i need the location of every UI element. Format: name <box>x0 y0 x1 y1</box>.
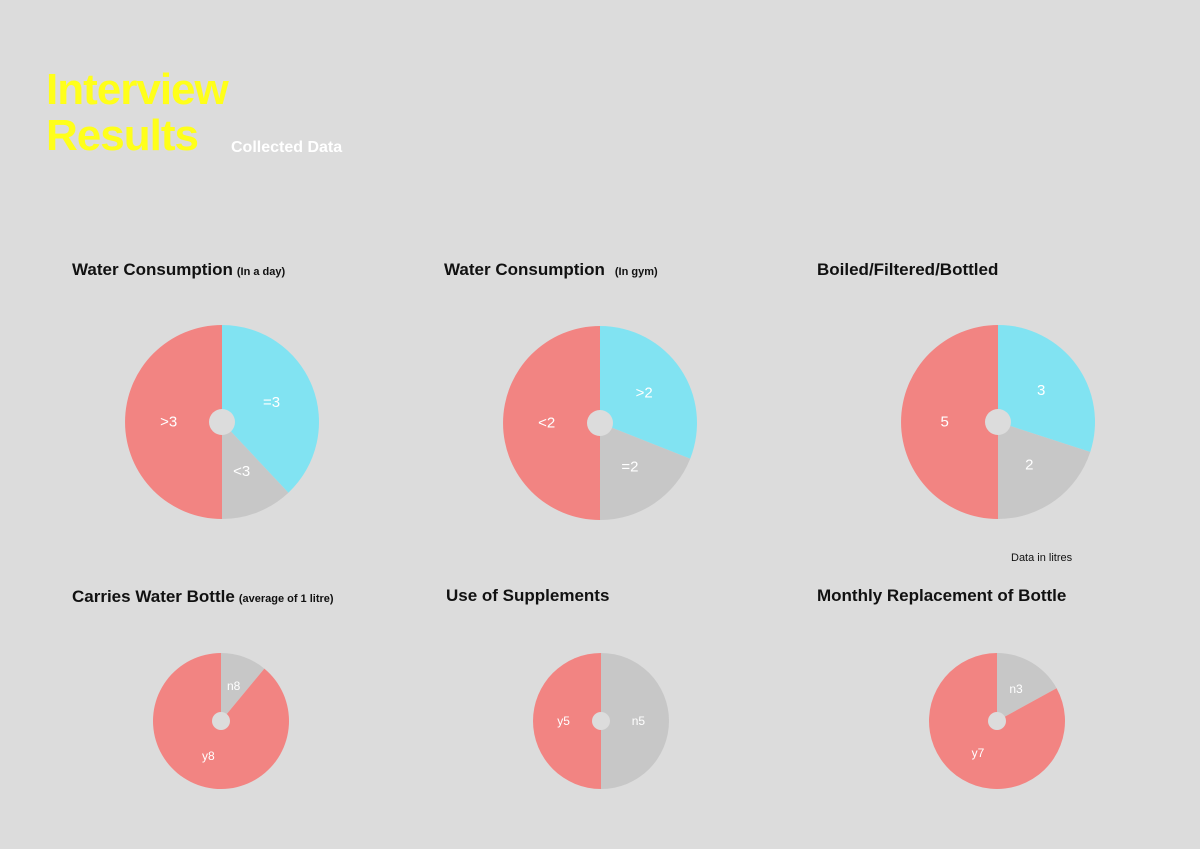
pie-slice-label: >3 <box>160 414 177 431</box>
chart-title-bottle-replacement: Monthly Replacement of Bottle <box>817 586 1066 606</box>
pie-slice-label: 5 <box>940 414 948 431</box>
units-note: Data in litres <box>1011 552 1073 564</box>
pie-chart-boiled-filtered-bottled: 3 2 5 <box>901 325 1095 519</box>
pie-slice-label: n8 <box>227 679 241 693</box>
pie-center-hole <box>212 712 230 730</box>
pie-slice-label: 3 <box>1037 382 1045 399</box>
pie-slice-2 <box>600 423 691 520</box>
pie-slice-3 <box>125 325 222 519</box>
pie-slice-label: 2 <box>1025 457 1033 474</box>
chart-subtitle-text: (In gym) <box>614 266 658 278</box>
chart-subtitle-text: (average of 1 litre) <box>238 593 334 605</box>
pie-chart-water-gym: >2 =2 <2 <box>503 326 697 520</box>
chart-title-water-day: Water Consumption (In a day) <box>72 260 285 280</box>
pie-slice-y5 <box>533 653 601 789</box>
pie-slice-label: <3 <box>233 463 250 480</box>
chart-title-supplements: Use of Supplements <box>446 586 609 606</box>
pie-slice-label: >2 <box>636 385 653 402</box>
pie-slice-n5 <box>601 653 669 789</box>
pie-center-hole <box>988 712 1006 730</box>
chart-title-boiled-filtered-bottled: Boiled/Filtered/Bottled <box>817 260 998 280</box>
pie-chart-carries-bottle: n8 y8 <box>152 653 289 789</box>
chart-title-text: Boiled/Filtered/Bottled <box>817 260 999 279</box>
chart-title-text: Carries Water Bottle <box>72 587 235 606</box>
chart-title-water-gym: Water Consumption (In gym) <box>444 260 658 280</box>
pie-slice-2 <box>600 326 697 459</box>
pie-center-hole <box>985 409 1011 435</box>
chart-title-text: Water Consumption <box>72 260 233 279</box>
pie-slice-n8 <box>221 653 265 721</box>
pie-chart-water-day: =3 <3 >3 <box>125 325 319 519</box>
pie-chart-bottle-replacement: n3 y7 <box>929 653 1065 789</box>
pie-slice-5 <box>901 325 998 519</box>
pie-slice-label: =2 <box>621 459 638 476</box>
pie-slice-label: y8 <box>202 749 215 763</box>
pie-center-hole <box>587 410 613 436</box>
pie-slice-2 <box>503 326 600 520</box>
page-subtitle: Collected Data <box>231 139 343 156</box>
chart-title-carries-bottle: Carries Water Bottle (average of 1 litre) <box>72 587 334 607</box>
chart-title-text: Water Consumption <box>444 260 605 279</box>
pie-slice-label: n5 <box>632 714 646 728</box>
chart-title-text: Use of Supplements <box>446 586 610 605</box>
page-title-line-1: Interview <box>46 65 229 114</box>
pie-slice-2 <box>998 422 1091 519</box>
chart-title-text: Monthly Replacement of Bottle <box>817 586 1067 605</box>
chart-subtitle-text: (In a day) <box>236 266 286 278</box>
pie-center-hole <box>209 409 235 435</box>
pie-chart-supplements: n5 y5 <box>533 653 669 789</box>
pie-slice-3 <box>998 325 1095 452</box>
pie-slice-3 <box>222 422 289 519</box>
page-title-line-2: Results <box>46 111 199 160</box>
pie-center-hole <box>592 712 610 730</box>
pie-slice-label: n3 <box>1009 682 1023 696</box>
pie-slice-n3 <box>997 653 1057 721</box>
pie-slice-label: y7 <box>972 746 985 760</box>
pie-slice-label: <2 <box>538 415 555 432</box>
pie-slice-label: y5 <box>557 714 570 728</box>
pie-slice-3 <box>222 325 319 493</box>
pie-slice-label: =3 <box>263 394 280 411</box>
